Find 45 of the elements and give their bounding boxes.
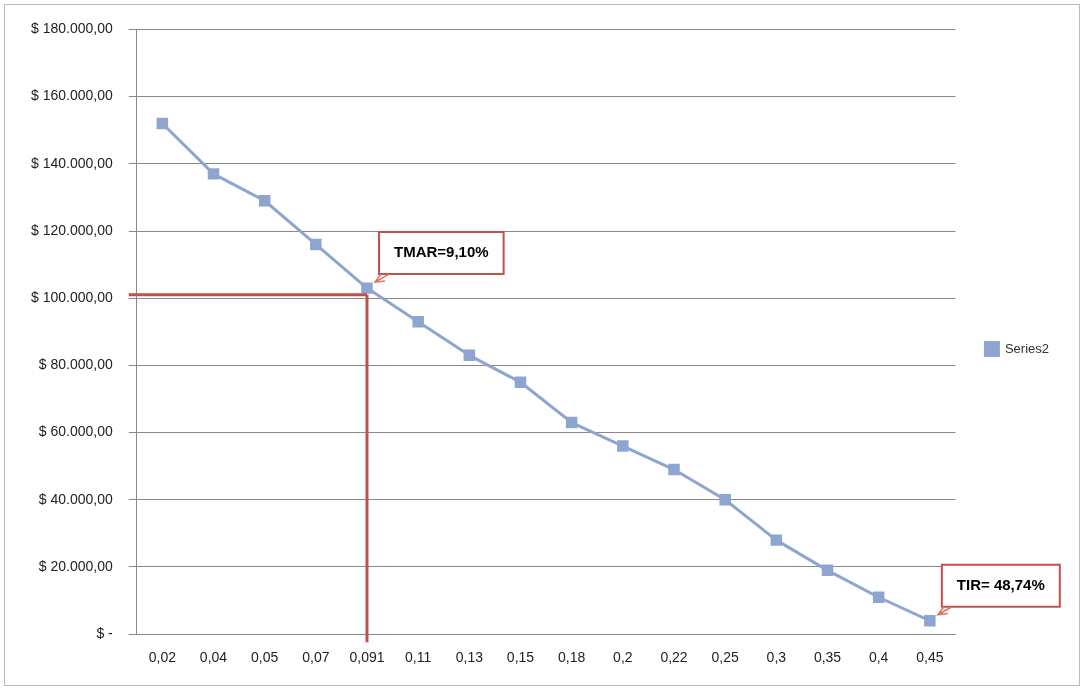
x-tick-label: 0,07	[302, 649, 330, 666]
point	[207, 168, 220, 180]
x-tick-label: 0,02	[148, 649, 177, 666]
annotation: TMAR=9,10%	[394, 243, 489, 261]
y-tick-label: $ 40.000,00	[38, 490, 113, 507]
annotation: TIR= 48,74%	[956, 575, 1045, 593]
point	[668, 463, 680, 476]
x-tick-label: 0,13	[455, 649, 484, 666]
x-tick-label: 0,091	[349, 649, 385, 666]
y-tick-label: $ 80.000,00	[38, 356, 113, 373]
x-tick-label: 0,11	[405, 649, 432, 666]
y-tick-label: $ 120.000,00	[30, 221, 113, 238]
point	[156, 117, 169, 130]
point	[872, 591, 885, 603]
x-tick-label: 0,2	[613, 649, 633, 666]
point	[617, 440, 629, 452]
x-tick-label: 0,4	[868, 649, 889, 666]
y-tick-label: $ 160.000,00	[30, 87, 113, 104]
x-tick-label: 0,18	[558, 649, 586, 666]
x-tick-label: 0,3	[766, 649, 787, 666]
point	[412, 315, 424, 328]
x-tick-label: 0,45	[916, 649, 944, 666]
y-tick-label: $ 100.000,00	[30, 289, 113, 306]
point	[361, 282, 373, 294]
x-tick-label: 0,22	[660, 649, 688, 666]
point	[463, 349, 476, 362]
point	[310, 238, 322, 251]
x-tick-label: 0,05	[251, 649, 279, 666]
x-tick-label: 0,15	[506, 649, 535, 666]
y-tick-label: $ 60.000,00	[38, 423, 113, 440]
x-tick-label: 0,25	[711, 649, 740, 666]
point	[924, 615, 936, 627]
y-tick-label: $ 20.000,00	[38, 557, 113, 574]
legend-label: Series2	[1004, 340, 1049, 356]
point	[258, 195, 271, 207]
y-tick-label: $ 180.000,00	[30, 20, 113, 37]
point	[770, 534, 783, 546]
x-tick-label: 0,04	[199, 649, 228, 666]
x-tick-label: 0,35	[813, 649, 842, 666]
point	[514, 376, 527, 388]
point	[719, 494, 731, 506]
point	[565, 416, 578, 429]
y-tick-label: $ -	[96, 625, 114, 642]
point	[821, 564, 834, 577]
y-tick-label: $ 140.000,00	[30, 154, 113, 171]
